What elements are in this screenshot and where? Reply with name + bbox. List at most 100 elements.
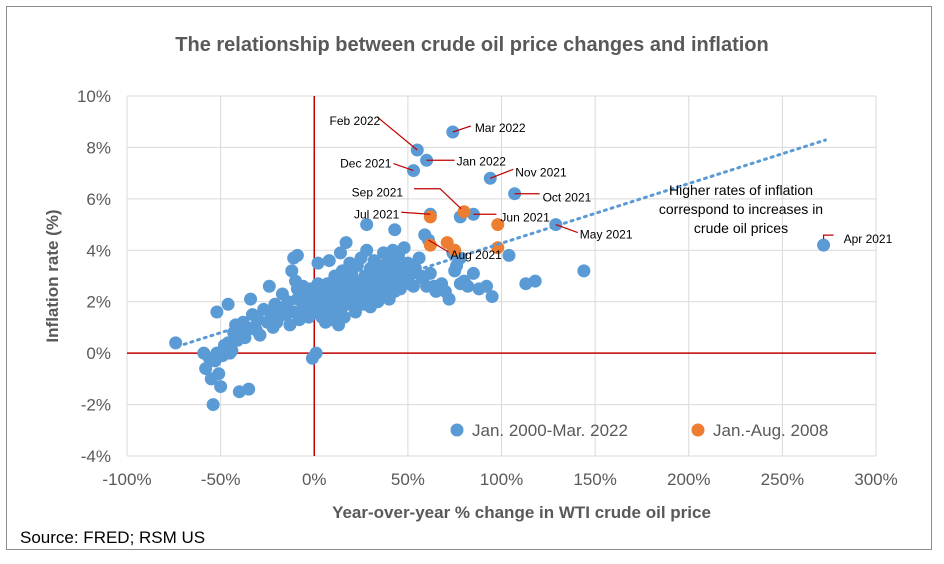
data-point-2008	[448, 243, 462, 257]
data-point	[360, 243, 374, 257]
y-tick-label: 6%	[86, 190, 111, 209]
x-tick-label: 250%	[761, 470, 804, 489]
data-point	[206, 398, 220, 412]
data-point	[285, 264, 299, 278]
data-point	[382, 248, 396, 262]
annotation-leader	[393, 163, 414, 172]
data-point	[169, 336, 183, 350]
annotation-leader	[452, 125, 472, 133]
annotation-leader	[822, 234, 834, 240]
data-point	[502, 248, 516, 262]
annotation-leader	[555, 224, 579, 234]
annotation-label: Jan 2022	[457, 154, 507, 168]
annotation-leader	[428, 239, 449, 253]
data-point	[577, 264, 591, 278]
annotation-label: Nov 2021	[515, 165, 567, 179]
data-point	[309, 346, 323, 360]
data-point	[253, 328, 267, 342]
y-tick-label: 8%	[86, 138, 111, 157]
callout-text: Higher rates of inflation correspond to i…	[659, 182, 823, 236]
trendline-dotted	[176, 138, 827, 348]
y-tick-label: 2%	[86, 293, 111, 312]
y-tick-label: 4%	[86, 241, 111, 260]
x-tick-label: 0%	[302, 470, 327, 489]
annotation-leader	[414, 188, 462, 210]
data-point	[212, 367, 226, 381]
source-note: Source: FRED; RSM US	[20, 528, 206, 547]
series-jan-aug-2008	[423, 205, 505, 257]
annotation-leader	[376, 116, 418, 151]
data-point	[221, 297, 235, 311]
annotations: Feb 2022 Mar 2022 Dec 2021 Jan 2022 Nov 2021…	[330, 114, 893, 262]
reference-lines	[127, 96, 876, 456]
x-axis-ticks: -100% -50% 0% 50% 100% 150% 200% 250% 300%	[102, 470, 897, 489]
data-point	[210, 305, 224, 319]
x-axis-title: Year-over-year % change in WTI crude oil…	[332, 503, 711, 522]
annotation-label: Oct 2021	[543, 191, 592, 205]
x-tick-label: -50%	[201, 470, 241, 489]
data-point	[406, 279, 420, 293]
y-tick-label: -4%	[81, 447, 111, 466]
data-point	[442, 292, 456, 306]
data-point	[423, 266, 437, 280]
data-point	[528, 274, 542, 288]
data-point	[262, 279, 276, 293]
annotation-label: May 2021	[580, 228, 633, 242]
data-point-2008	[491, 241, 505, 255]
annotation-label: Feb 2022	[330, 114, 381, 128]
data-point	[337, 310, 351, 324]
trendline	[176, 138, 827, 348]
data-point-2008	[423, 238, 437, 252]
data-point-2008	[423, 210, 437, 224]
y-axis-title: Inflation rate (%)	[43, 209, 62, 342]
x-tick-label: 200%	[667, 470, 710, 489]
data-point	[461, 279, 475, 293]
data-point	[225, 344, 239, 358]
data-point	[199, 362, 213, 376]
chart-title: The relationship between crude oil price…	[175, 34, 769, 56]
y-axis-ticks: -4% -2% 0% 2% 4% 6% 8% 10%	[77, 87, 111, 466]
annotation-label: Apr 2021	[844, 232, 893, 246]
gridlines	[126, 95, 877, 457]
legend: Jan. 2000-Mar. 2022 Jan.-Aug. 2008	[450, 421, 828, 440]
legend-label: Jan.-Aug. 2008	[713, 421, 828, 440]
data-point	[322, 254, 336, 268]
data-point	[290, 248, 304, 262]
annotation-label: Jul 2021	[354, 207, 400, 221]
data-point	[339, 236, 353, 250]
data-point	[817, 238, 831, 252]
data-point	[412, 251, 426, 265]
legend-marker	[450, 423, 464, 437]
y-tick-label: 0%	[86, 344, 111, 363]
series-jan2000-mar2022	[169, 125, 831, 412]
data-point	[480, 279, 494, 293]
data-point	[244, 292, 258, 306]
annotation-leader	[490, 168, 514, 179]
data-point	[333, 246, 347, 260]
data-point-2008	[491, 218, 505, 232]
annotation-leader	[401, 211, 431, 215]
x-tick-label: -100%	[102, 470, 151, 489]
x-tick-label: 300%	[854, 470, 897, 489]
data-point	[360, 218, 374, 232]
data-point	[242, 382, 256, 396]
annotation-label: Aug 2021	[450, 248, 502, 262]
annotation-label: Jun 2021	[500, 210, 550, 224]
x-tick-label: 100%	[480, 470, 523, 489]
data-point	[388, 223, 402, 237]
y-tick-label: -2%	[81, 396, 111, 415]
annotation-label: Mar 2022	[475, 121, 526, 135]
legend-label: Jan. 2000-Mar. 2022	[472, 421, 628, 440]
data-point	[466, 266, 480, 280]
annotation-label: Dec 2021	[340, 157, 392, 171]
y-tick-label: 10%	[77, 87, 111, 106]
callout-line: Higher rates of inflation	[669, 182, 813, 198]
legend-marker	[691, 423, 705, 437]
x-tick-label: 150%	[573, 470, 616, 489]
data-point	[311, 256, 325, 270]
x-tick-label: 50%	[391, 470, 425, 489]
annotation-label: Sep 2021	[352, 186, 404, 200]
callout-line: crude oil prices	[694, 220, 788, 236]
data-point	[214, 380, 228, 394]
